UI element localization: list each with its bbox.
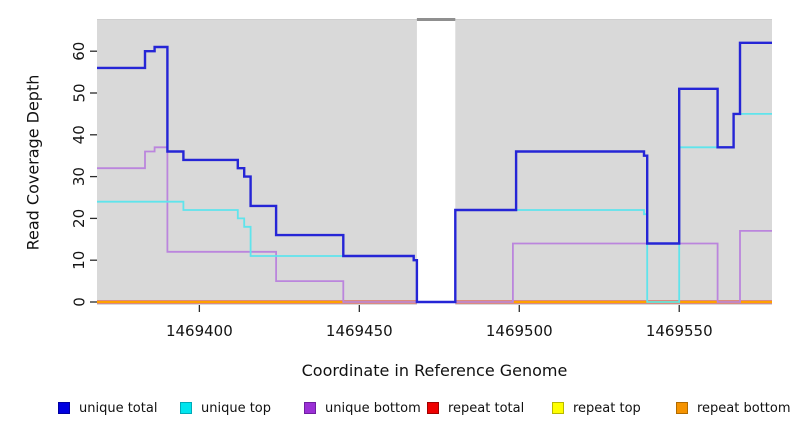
legend-item-repeat-top: repeat top	[552, 397, 641, 419]
y-tick-label: 40	[70, 125, 88, 144]
legend-item-repeat-total: repeat total	[427, 397, 524, 419]
y-tick-label: 10	[70, 251, 88, 270]
series-unique-bottom-line	[455, 230, 772, 303]
x-tick-label: 1469550	[646, 322, 713, 340]
legend-swatch-icon	[304, 402, 316, 414]
x-tick-label: 1469400	[166, 322, 233, 340]
legend-label: repeat bottom	[697, 400, 791, 416]
y-tick-label: 20	[70, 209, 88, 228]
y-axis-label: Read Coverage Depth	[23, 74, 43, 251]
legend-swatch-icon	[676, 402, 688, 414]
legend-swatch-icon	[427, 402, 439, 414]
legend-label: unique bottom	[325, 400, 421, 416]
legend-label: unique total	[79, 400, 158, 416]
masked-region-top-cap	[416, 18, 456, 21]
series-unique-total-line	[97, 41, 772, 304]
masked-region	[416, 20, 456, 305]
legend-item-unique-bottom: unique bottom	[304, 397, 421, 419]
y-tick-label: 60	[70, 42, 88, 61]
x-axis-label: Coordinate in Reference Genome	[301, 361, 568, 380]
legend-label: repeat total	[448, 400, 525, 416]
y-tick-label: 0	[70, 297, 88, 307]
legend-item-repeat-bottom: repeat bottom	[676, 397, 791, 419]
legend-item-unique-total: unique total	[58, 397, 157, 419]
x-tick-label: 1469500	[486, 322, 553, 340]
y-tick-label: 50	[70, 83, 88, 102]
legend-label: repeat top	[573, 400, 641, 416]
chart-legend: unique total unique top unique bottom repea…	[0, 397, 792, 421]
legend-label: unique top	[201, 400, 272, 416]
legend-swatch-icon	[58, 402, 70, 414]
x-tick-label: 1469450	[326, 322, 393, 340]
legend-item-unique-top: unique top	[180, 397, 271, 419]
series-unique-bottom-line	[97, 146, 417, 303]
legend-swatch-icon	[552, 402, 564, 414]
coverage-chart-canvas: 0 10 20 30 40 50 60 1469400 1469450 1469500 146955…	[70, 18, 772, 340]
legend-swatch-icon	[180, 402, 192, 414]
y-tick-label: 30	[70, 167, 88, 186]
